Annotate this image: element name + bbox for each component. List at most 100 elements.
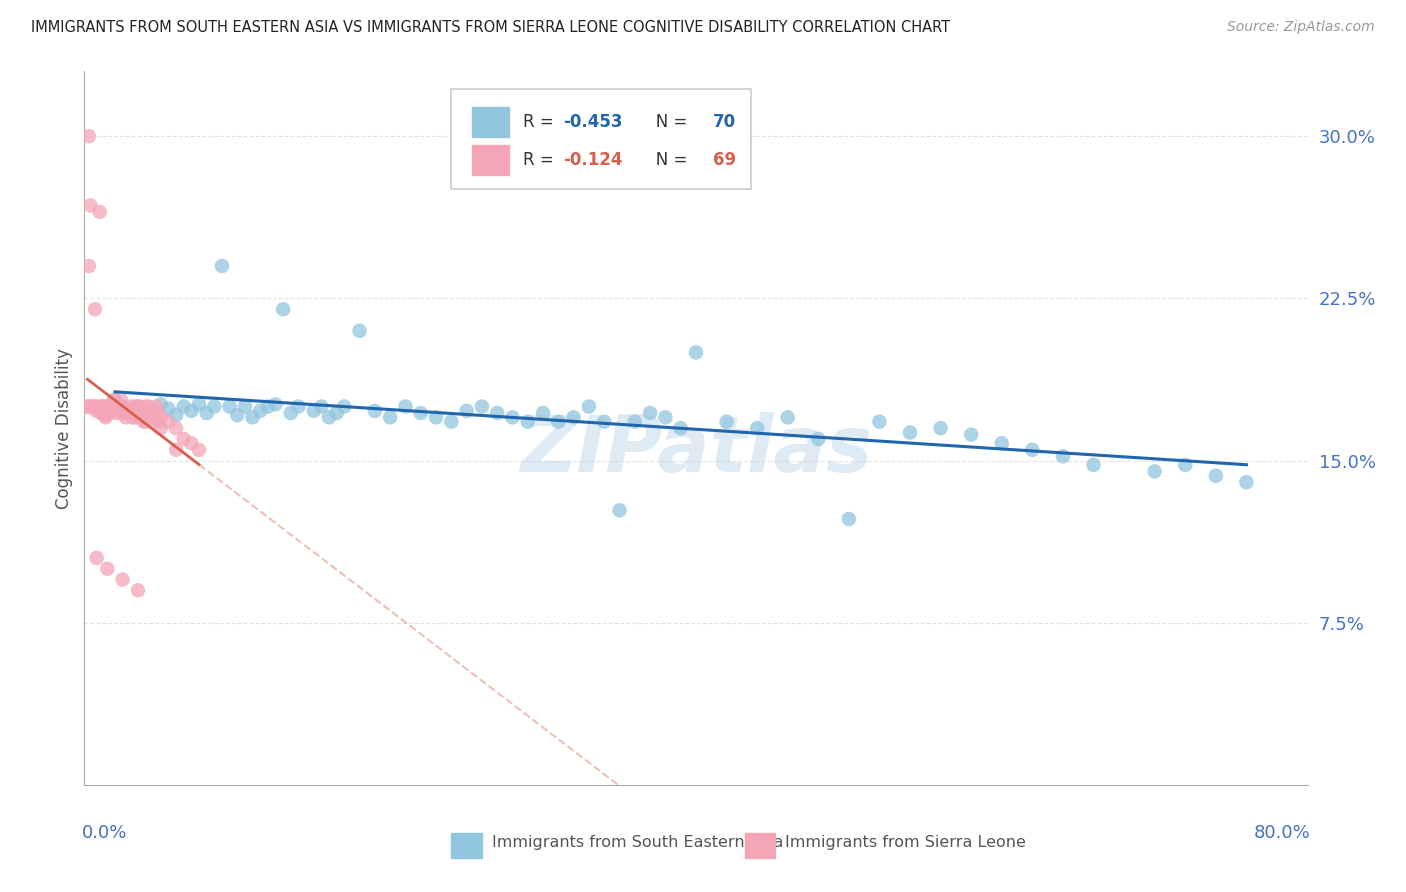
Point bbox=[271, 302, 294, 317]
Point bbox=[94, 410, 117, 425]
Point bbox=[89, 401, 111, 416]
Point bbox=[838, 512, 860, 526]
Point bbox=[1205, 468, 1227, 483]
Point bbox=[257, 400, 280, 414]
Point bbox=[98, 400, 121, 414]
Point bbox=[97, 406, 120, 420]
Point bbox=[80, 400, 103, 414]
Point bbox=[122, 410, 145, 425]
Point bbox=[145, 400, 167, 414]
Point bbox=[128, 400, 150, 414]
Point bbox=[131, 410, 153, 425]
Point bbox=[127, 400, 149, 414]
Point bbox=[108, 404, 131, 418]
Point bbox=[135, 415, 157, 429]
Point bbox=[86, 404, 108, 418]
Point bbox=[898, 425, 921, 440]
Point bbox=[807, 432, 830, 446]
Text: 69: 69 bbox=[713, 151, 737, 169]
Point bbox=[127, 583, 149, 598]
Point bbox=[638, 406, 661, 420]
Point bbox=[531, 406, 554, 420]
Point bbox=[132, 415, 155, 429]
Point bbox=[486, 406, 509, 420]
Point bbox=[157, 401, 180, 416]
Point bbox=[685, 345, 707, 359]
Point bbox=[101, 404, 124, 418]
Point bbox=[202, 400, 225, 414]
Point bbox=[114, 410, 136, 425]
Text: -0.124: -0.124 bbox=[562, 151, 621, 169]
Point bbox=[318, 410, 340, 425]
Text: N =: N = bbox=[640, 113, 692, 131]
Point bbox=[516, 415, 538, 429]
Point bbox=[122, 410, 145, 425]
Point bbox=[578, 400, 600, 414]
Point bbox=[124, 400, 146, 414]
Point bbox=[180, 404, 202, 418]
Point bbox=[84, 302, 107, 317]
Point bbox=[302, 404, 325, 418]
Point bbox=[593, 415, 616, 429]
Point bbox=[188, 442, 211, 457]
Text: Immigrants from South Eastern Asia: Immigrants from South Eastern Asia bbox=[492, 835, 783, 849]
Point bbox=[105, 406, 128, 420]
Point bbox=[112, 400, 135, 414]
Text: R =: R = bbox=[523, 151, 560, 169]
Point bbox=[165, 442, 187, 457]
Point bbox=[96, 400, 118, 414]
Point bbox=[960, 427, 983, 442]
Point bbox=[91, 400, 114, 414]
Point bbox=[111, 400, 134, 414]
Point bbox=[142, 406, 165, 420]
FancyBboxPatch shape bbox=[451, 89, 751, 189]
Point bbox=[120, 404, 142, 418]
Point bbox=[143, 410, 166, 425]
Point bbox=[173, 432, 195, 446]
Point bbox=[135, 400, 157, 414]
Point bbox=[249, 404, 271, 418]
Point bbox=[86, 550, 108, 565]
Point bbox=[180, 436, 202, 450]
Point bbox=[226, 408, 249, 422]
Point bbox=[1143, 464, 1166, 478]
Point bbox=[121, 404, 143, 418]
Y-axis label: Cognitive Disability: Cognitive Disability bbox=[55, 348, 73, 508]
Point bbox=[654, 410, 676, 425]
Point bbox=[280, 406, 302, 420]
Point bbox=[669, 421, 692, 435]
Point bbox=[104, 400, 127, 414]
Point bbox=[624, 415, 647, 429]
Point bbox=[440, 415, 463, 429]
Bar bbox=[451, 833, 482, 858]
Point bbox=[409, 406, 432, 420]
Point bbox=[89, 205, 111, 219]
Point bbox=[195, 406, 218, 420]
Point bbox=[138, 400, 160, 414]
Point bbox=[77, 259, 100, 273]
Point bbox=[1052, 450, 1074, 464]
Point bbox=[333, 400, 356, 414]
Point bbox=[716, 415, 738, 429]
Point bbox=[129, 404, 152, 418]
Point bbox=[141, 415, 163, 429]
Point bbox=[165, 421, 187, 435]
Point bbox=[562, 410, 585, 425]
Bar bbox=[745, 833, 776, 858]
Point bbox=[148, 415, 170, 429]
Point bbox=[115, 404, 138, 418]
Point bbox=[146, 406, 169, 420]
Point bbox=[211, 259, 233, 273]
Point bbox=[91, 400, 114, 414]
Point bbox=[107, 400, 129, 414]
Point bbox=[136, 406, 159, 420]
Point bbox=[87, 400, 110, 414]
Point bbox=[456, 404, 478, 418]
Point bbox=[127, 410, 149, 425]
Point bbox=[84, 400, 107, 414]
Point bbox=[101, 401, 124, 416]
Point bbox=[149, 410, 172, 425]
Point bbox=[471, 400, 494, 414]
Point bbox=[157, 415, 180, 429]
Point bbox=[83, 400, 105, 414]
